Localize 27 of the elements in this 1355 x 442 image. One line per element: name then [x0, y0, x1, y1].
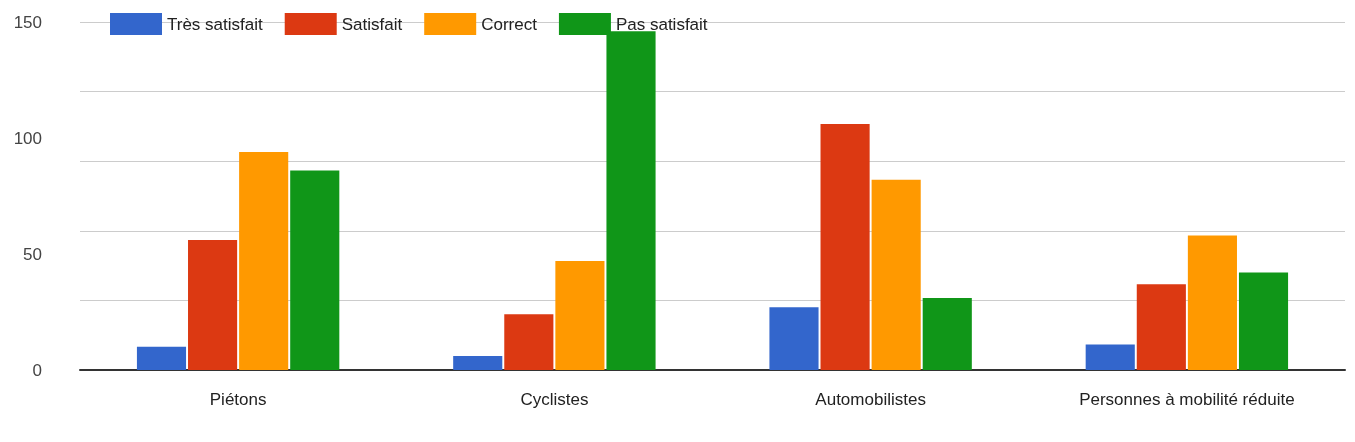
y-tick-label: 50 [23, 244, 42, 264]
y-tick-label: 150 [13, 12, 42, 32]
bar [820, 124, 870, 370]
bar [1136, 284, 1186, 370]
x-tick-label: Cyclistes [520, 389, 589, 409]
bar [239, 151, 289, 370]
bar [555, 260, 605, 370]
x-tick-label: Piétons [209, 389, 267, 409]
bar [1085, 344, 1135, 370]
bar [136, 346, 187, 370]
y-tick-label: 0 [32, 360, 42, 380]
bar [188, 240, 238, 370]
bar [453, 356, 503, 370]
x-tick-label: Personnes à mobilité réduite [1079, 389, 1295, 409]
legend-label: Correct [481, 14, 538, 34]
bar [871, 179, 921, 370]
x-tick-label: Automobilistes [815, 389, 926, 409]
bar [1238, 272, 1289, 370]
y-tick-label: 100 [13, 128, 42, 148]
bar [922, 298, 972, 370]
legend-label: Très satisfait [167, 14, 263, 34]
legend-label: Satisfait [341, 14, 403, 34]
bar [1187, 235, 1237, 370]
legend-label: Pas satisfait [615, 14, 708, 34]
bar [290, 170, 340, 370]
bar [769, 307, 819, 370]
bar [504, 314, 554, 370]
